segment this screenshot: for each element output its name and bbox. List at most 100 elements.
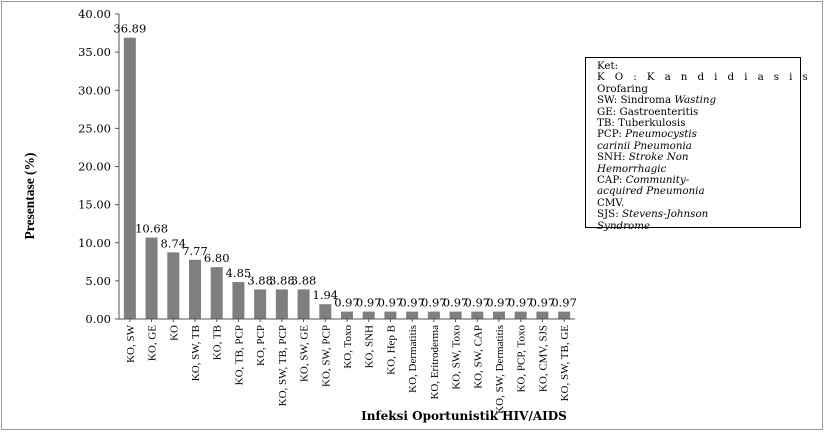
category-label: KO, Toxo: [342, 325, 354, 369]
legend-entry-text: GE: Gastroenteritis: [597, 105, 699, 118]
category-label: KO, TB, PCP: [233, 325, 245, 385]
bar: [384, 311, 397, 319]
y-tick-label: 25.00: [78, 121, 111, 135]
data-label: 3.88: [247, 273, 273, 287]
bar: [232, 282, 245, 319]
y-tick-label: 20.00: [78, 160, 111, 174]
data-label: 4.85: [226, 266, 252, 280]
y-tick-label: 30.00: [78, 83, 111, 97]
bar: [558, 311, 571, 319]
legend-heading: Ket:: [597, 60, 619, 72]
category-label: KO, SW, Dermatitis: [494, 325, 506, 414]
bar: [406, 311, 419, 319]
y-axis-title: Presentase (%): [22, 152, 37, 239]
y-tick-label: 5.00: [85, 274, 111, 288]
data-label: 1.94: [312, 288, 338, 302]
category-label: KO, Hep B: [385, 325, 397, 375]
y-tick-label: 35.00: [78, 45, 111, 59]
legend-entry: SNH: Stroke Non: [597, 152, 794, 163]
legend-entry-italic-text: Stevens-Johnson: [621, 208, 709, 221]
data-label: 3.88: [269, 273, 295, 287]
legend-entries: K O : K a n d i d i a s i s Orofaring SW: …: [597, 72, 808, 232]
legend-entry: PCP: Pneumocystis: [597, 129, 794, 140]
bar: [297, 289, 310, 319]
legend-entry: SJS: Stevens-Johnson: [597, 209, 794, 220]
bar: [123, 37, 136, 320]
legend-entry-text: PCP:: [597, 128, 626, 141]
bars: 36.8910.688.747.776.804.853.883.883.881.…: [113, 22, 577, 320]
category-label: KO, SW, CAP: [472, 325, 484, 389]
legend-entry: Orofaring: [597, 82, 794, 95]
data-label: 0.97: [421, 296, 447, 310]
legend-entry-text: SNH:: [597, 151, 629, 164]
legend-entry: carinii Pneumonia: [597, 140, 794, 152]
data-label: 0.97: [530, 296, 556, 310]
category-label: KO, SW: [125, 324, 137, 363]
data-label: 0.97: [551, 296, 577, 310]
bar: [319, 304, 332, 319]
data-label: 7.77: [182, 244, 208, 258]
legend-entry-italic-text: Pneumocystis: [625, 128, 697, 141]
legend-entry-italic-text: Community-: [625, 174, 690, 187]
legend-entry-italic-text: acquired Pneumonia: [597, 185, 705, 198]
legend-entry: K O : K a n d i d i a s i s: [597, 72, 808, 83]
legend-entry-text: CMV.: [597, 196, 625, 209]
data-label: 6.80: [204, 251, 230, 265]
legend-entry-text: Orofaring: [597, 82, 648, 95]
category-label: KO, CMV, SJS: [537, 325, 549, 392]
y-tick-label: 10.00: [78, 236, 111, 250]
data-label: 10.68: [135, 222, 168, 236]
bar: [167, 252, 180, 319]
category-label: KO, SNH: [364, 325, 376, 368]
bar: [536, 311, 549, 319]
legend-entry: Syndrome: [597, 219, 794, 232]
bar: [254, 289, 267, 319]
legend-entry: CMV.: [597, 196, 794, 209]
legend-entry: CAP: Community-: [597, 174, 794, 187]
bar: [189, 259, 201, 319]
x-axis: KO, SW KO, GE KO KO, SW, TB KO, TB KO, TB, PC…: [119, 318, 575, 414]
legend-entry-italic-text: Stroke Non: [628, 151, 689, 164]
category-label: KO, SW, TB, PCP: [277, 325, 289, 406]
category-label: KO, SW, GE: [299, 325, 311, 382]
data-label: 8.74: [160, 236, 186, 250]
legend-entry-italic-text: Wasting: [674, 94, 717, 107]
bar: [449, 311, 462, 319]
legend-entry-text: SJS:: [597, 208, 622, 221]
category-label: KO, PCP: [255, 325, 267, 366]
x-axis-title: Infeksi Oportunistik HIV/AIDS: [361, 409, 567, 423]
bar: [210, 267, 223, 319]
bar: [471, 311, 484, 319]
legend-entry: TB: Tuberkulosis: [597, 117, 794, 129]
category-label: KO, Eritroderma: [429, 325, 441, 400]
bar: [427, 311, 440, 319]
legend-entry-italic-text: Hemorrhagic: [597, 162, 667, 175]
data-label: 0.97: [334, 296, 360, 310]
category-label: KO: [168, 325, 180, 341]
category-label: KO, Dermatitis: [407, 325, 419, 393]
legend-entry-italic-text: Syndrome: [597, 219, 651, 232]
bar: [514, 311, 527, 319]
category-label: KO, TB: [212, 325, 224, 360]
legend-entry-text: CAP:: [597, 174, 626, 187]
bar: [493, 311, 505, 319]
data-label: 36.89: [113, 22, 146, 36]
category-label: KO, SW, TB: [190, 325, 202, 381]
legend-entry: acquired Pneumonia: [597, 186, 794, 197]
y-tick-label: 40.00: [78, 7, 111, 21]
bar: [275, 289, 288, 319]
bar: [362, 311, 375, 319]
bar: [341, 311, 353, 319]
category-label: KO, SW, PCP: [320, 325, 332, 387]
data-label: 3.88: [291, 273, 317, 287]
legend-entry-text: K O : K a n d i d i a s i s: [597, 71, 812, 84]
category-label: KO, PCP, Toxo: [516, 325, 528, 393]
data-label: 0.97: [399, 296, 425, 310]
data-label: 0.97: [486, 296, 512, 310]
category-label: KO, GE: [147, 325, 159, 361]
data-label: 0.97: [378, 296, 404, 310]
bar: [145, 237, 158, 319]
data-label: 0.97: [356, 296, 382, 310]
data-label: 0.97: [464, 296, 490, 310]
